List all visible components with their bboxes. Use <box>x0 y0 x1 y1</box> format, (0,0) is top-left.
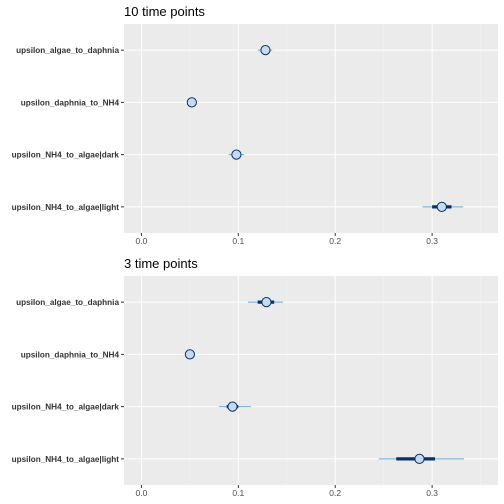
x-tick-label: 0.2 <box>329 488 341 498</box>
panel-title: 10 time points <box>124 4 205 19</box>
y-tick-label: upsilon_algae_to_daphnia <box>16 298 119 307</box>
point-estimate <box>186 97 197 108</box>
y-tick-label: upsilon_daphnia_to_NH4 <box>21 98 120 107</box>
x-tick-label: 0.3 <box>426 488 438 498</box>
y-tick-label: upsilon_NH4_to_algae|dark <box>12 403 120 412</box>
top-panel: 10 time points 0.0 0.1 0.2 0.3 upsilon_algae_… <box>12 4 498 246</box>
point-estimate <box>436 201 447 212</box>
x-tick-label: 0.3 <box>426 236 438 246</box>
x-tick-label: 0.0 <box>136 236 148 246</box>
x-tick-label: 0.0 <box>136 488 148 498</box>
y-tick-label: upsilon_algae_to_daphnia <box>16 46 119 55</box>
y-tick-label: upsilon_NH4_to_algae|dark <box>12 151 120 160</box>
point-estimate <box>231 149 242 160</box>
panel-background <box>124 24 498 233</box>
point-estimate <box>414 453 425 464</box>
point-estimate <box>184 349 195 360</box>
x-tick-label: 0.1 <box>232 236 244 246</box>
y-tick-label: upsilon_NH4_to_algae|light <box>12 455 120 464</box>
bottom-panel: 3 time points 0.0 0.1 0.2 0.3 upsilon_algae_t… <box>12 256 498 498</box>
x-tick-label: 0.1 <box>232 488 244 498</box>
point-estimate <box>260 45 271 56</box>
y-tick-label: upsilon_NH4_to_algae|light <box>12 203 120 212</box>
point-estimate <box>227 401 238 412</box>
x-tick-label: 0.2 <box>329 236 341 246</box>
panel-background <box>124 276 498 485</box>
y-tick-label: upsilon_daphnia_to_NH4 <box>21 350 120 359</box>
panel-title: 3 time points <box>124 256 198 271</box>
point-estimate <box>261 297 272 308</box>
